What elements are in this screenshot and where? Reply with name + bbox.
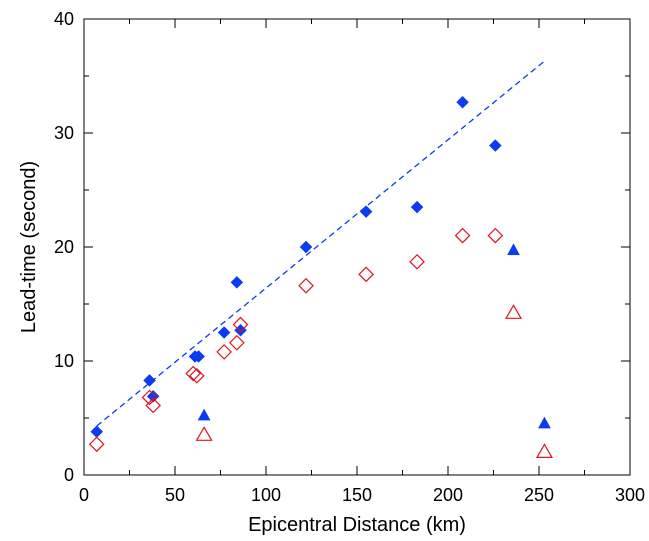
y-tick-label: 40 bbox=[54, 9, 74, 29]
data-point-diamond-open bbox=[88, 436, 105, 453]
data-point-triangle-filled bbox=[507, 243, 520, 256]
x-tick-label: 200 bbox=[433, 485, 463, 505]
data-point-diamond-open bbox=[229, 334, 245, 351]
data-point-diamond-filled bbox=[488, 139, 502, 152]
x-tick-label: 50 bbox=[165, 485, 185, 505]
data-point-diamond-filled bbox=[410, 200, 424, 214]
y-tick-label: 0 bbox=[64, 465, 74, 485]
x-axis-title: Epicentral Distance (km) bbox=[248, 514, 466, 536]
y-tick-label: 10 bbox=[54, 351, 74, 371]
y-tick-label: 20 bbox=[54, 237, 74, 257]
x-tick-label: 0 bbox=[79, 485, 89, 505]
data-point-diamond-open bbox=[487, 227, 504, 244]
data-point-triangle-open bbox=[504, 304, 523, 319]
data-point-diamond-open bbox=[145, 397, 162, 414]
data-points bbox=[88, 95, 553, 458]
x-tick-label: 100 bbox=[251, 485, 281, 505]
y-axis-title: Lead-time (second) bbox=[18, 161, 40, 333]
plot-frame bbox=[83, 18, 631, 476]
axis-ticks: 0 50 100 150 200 250 300 0 10 20 30 40 bbox=[54, 9, 645, 505]
data-point-diamond-open bbox=[185, 365, 202, 382]
fit-line bbox=[96, 60, 545, 427]
x-tick-label: 300 bbox=[615, 485, 645, 505]
data-point-triangle-open bbox=[535, 443, 553, 458]
data-point-diamond-filled bbox=[359, 205, 373, 219]
data-point-triangle-filled bbox=[538, 416, 551, 429]
data-point-diamond-filled bbox=[217, 326, 231, 339]
data-point-diamond-open bbox=[232, 316, 249, 333]
data-point-diamond-open bbox=[298, 277, 314, 294]
data-point-diamond-filled bbox=[299, 240, 313, 254]
x-tick-label: 150 bbox=[342, 485, 372, 505]
data-point-diamond-open bbox=[188, 367, 205, 384]
data-point-diamond-open bbox=[141, 389, 158, 406]
data-point-diamond-open bbox=[409, 253, 425, 270]
data-point-triangle-open bbox=[195, 426, 213, 441]
data-point-diamond-filled bbox=[146, 389, 160, 403]
data-point-diamond-filled bbox=[192, 350, 206, 363]
x-tick-label: 250 bbox=[524, 485, 554, 505]
data-point-diamond-filled bbox=[90, 425, 104, 439]
y-tick-label: 30 bbox=[54, 123, 74, 143]
data-point-triangle-filled bbox=[197, 408, 211, 421]
data-point-diamond-filled bbox=[230, 275, 244, 289]
data-point-diamond-open bbox=[216, 344, 232, 360]
data-point-diamond-open bbox=[454, 227, 471, 244]
data-point-diamond-filled bbox=[234, 323, 247, 337]
data-point-diamond-open bbox=[358, 266, 374, 283]
data-point-diamond-filled bbox=[456, 95, 469, 109]
fit-line-group bbox=[96, 60, 545, 427]
data-point-diamond-filled bbox=[143, 374, 156, 387]
